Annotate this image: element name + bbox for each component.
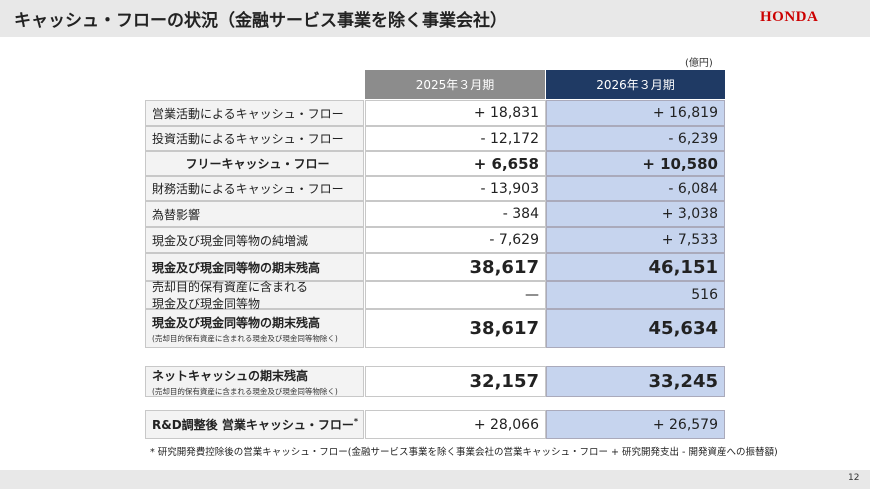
row-label-line: 投資活動によるキャッシュ・フロー xyxy=(152,130,344,147)
value-cell: - 384 xyxy=(365,201,546,227)
row-label-cell: 現金及び現金同等物の期末残高 xyxy=(145,253,364,281)
value-cell: 46,151 xyxy=(546,253,725,281)
value-cell: + 7,533 xyxy=(546,227,725,253)
value-cell: - 7,629 xyxy=(365,227,546,253)
row-label-cell: 売却目的保有資産に含まれる 現金及び現金同等物 xyxy=(145,278,364,311)
value-cell: + 26,579 xyxy=(546,410,725,439)
title: キャッシュ・フローの状況（金融サービス事業を除く事業会社） xyxy=(14,11,507,31)
row-label-line: 為替影響 xyxy=(152,206,200,223)
value-cell: - 6,239 xyxy=(546,126,725,151)
row-label-line: 現金及び現金同等物の期末残高 xyxy=(152,314,320,331)
row-note: (売却目的保有資産に含まれる現金及び現金同等物除く) xyxy=(152,386,338,396)
value-cell: + 6,658 xyxy=(365,151,546,176)
row-label-line: 営業活動によるキャッシュ・フロー xyxy=(152,105,344,122)
value-cell: - 13,903 xyxy=(365,176,546,201)
value-cell: 45,634 xyxy=(546,309,725,348)
value-cell: 38,617 xyxy=(365,309,546,348)
footnote: * 研究開発費控除後の営業キャッシュ・フロー(金融サービス事業を除く事業会社の営… xyxy=(150,447,778,458)
row-label-cell: 現金及び現金同等物の期末残高 (売却目的保有資産に含まれる現金及び現金同等物除く) xyxy=(145,309,364,348)
value-cell: 516 xyxy=(546,281,725,309)
value-cell: + 3,038 xyxy=(546,201,725,227)
value-cell: - 6,084 xyxy=(546,176,725,201)
row-label-cell: 投資活動によるキャッシュ・フロー xyxy=(145,126,364,151)
value-cell: + 16,819 xyxy=(546,100,725,126)
value-cell: + 28,066 xyxy=(365,410,546,439)
column-header: 2026年３月期 xyxy=(546,70,725,99)
row-label-line: ネットキャッシュの期末残高 xyxy=(152,367,308,384)
page-number: 12 xyxy=(848,473,860,483)
row-label-cell: 財務活動によるキャッシュ・フロー xyxy=(145,176,364,201)
row-label: フリーキャッシュ・フロー xyxy=(185,157,330,171)
footer-bar xyxy=(0,470,870,489)
unit: (億円) xyxy=(685,58,713,69)
value-cell: 32,157 xyxy=(365,366,546,397)
value-cell: — xyxy=(365,281,546,309)
row-label: 為替影響 xyxy=(152,207,201,222)
row-label-line: 現金及び現金同等物の期末残高 xyxy=(152,259,320,276)
row-label-cell: フリーキャッシュ・フロー xyxy=(145,151,364,176)
value-cell: 33,245 xyxy=(546,366,725,397)
row-label-cell: ネットキャッシュの期末残高 (売却目的保有資産に含まれる現金及び現金同等物除く) xyxy=(145,366,364,397)
value-cell: + 10,580 xyxy=(546,151,725,176)
row-label-line: 財務活動によるキャッシュ・フロー xyxy=(152,180,344,197)
row-label: 現金及び現金同等物の純増減 xyxy=(152,233,309,248)
row-label-line: 現金及び現金同等物の純増減 xyxy=(152,232,308,249)
row-label-cell: 現金及び現金同等物の純増減 xyxy=(145,227,364,253)
column-header: 2025年３月期 xyxy=(365,70,545,99)
row-label-cell: R&D調整後 営業キャッシュ・フロー* xyxy=(145,410,364,439)
label-mark: * xyxy=(353,417,359,426)
row-label: 現金及び現金同等物の期末残高 xyxy=(152,260,321,275)
value-cell: + 18,831 xyxy=(365,100,546,126)
row-label: 投資活動によるキャッシュ・フロー xyxy=(152,132,344,146)
row-label: ネットキャッシュの期末残高 xyxy=(152,368,309,383)
value-cell: 38,617 xyxy=(365,253,546,281)
row-note: (売却目的保有資産に含まれる現金及び現金同等物除く) xyxy=(152,333,338,343)
row-label-line: R&D調整後 営業キャッシュ・フロー* xyxy=(152,416,358,433)
row-label-cell: 為替影響 xyxy=(145,201,364,227)
row-label: 売却目的保有資産に含まれる xyxy=(152,280,309,294)
row-label: R&D調整後 営業キャッシュ・フロー xyxy=(152,418,354,432)
row-sublabel: 現金及び現金同等物 xyxy=(152,297,261,311)
value-cell: - 12,172 xyxy=(365,126,546,151)
title-bar xyxy=(0,0,870,37)
row-label: 財務活動によるキャッシュ・フロー xyxy=(152,182,344,196)
row-label-line: 売却目的保有資産に含まれる xyxy=(152,278,308,295)
row-label: 現金及び現金同等物の期末残高 xyxy=(152,315,321,330)
row-label-cell: 営業活動によるキャッシュ・フロー xyxy=(145,100,364,126)
row-label-line: フリーキャッシュ・フロー xyxy=(185,155,329,172)
logo: HONDA xyxy=(760,9,819,25)
row-label: 営業活動によるキャッシュ・フロー xyxy=(152,106,344,121)
